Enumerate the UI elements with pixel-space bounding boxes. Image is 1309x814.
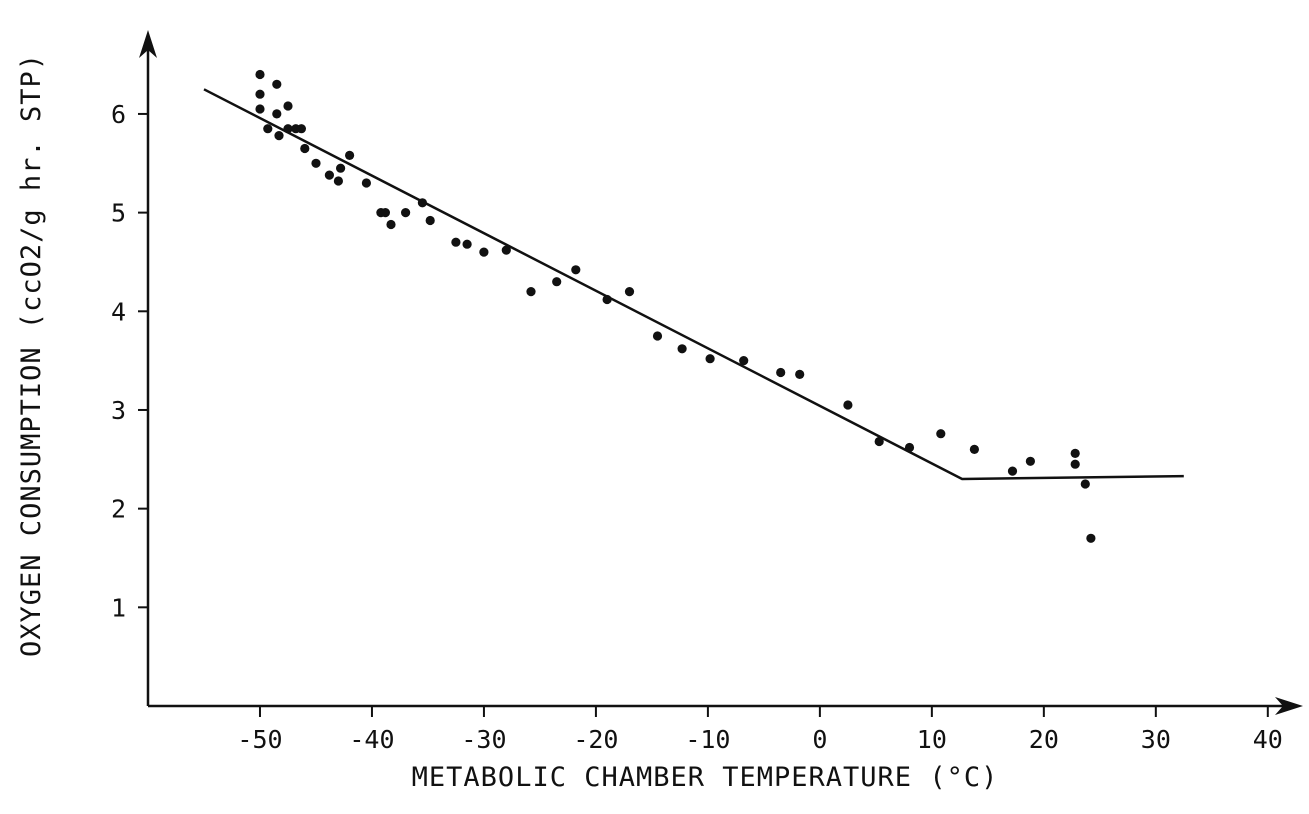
- data-point: [552, 277, 562, 287]
- data-point: [386, 219, 396, 230]
- data-points: [255, 69, 1096, 543]
- data-point: [255, 89, 265, 99]
- data-point: [677, 344, 687, 354]
- x-axis: [148, 697, 1303, 715]
- data-point: [425, 215, 435, 226]
- x-tick-label: -20: [573, 725, 618, 754]
- data-point: [336, 163, 346, 173]
- data-point: [1025, 456, 1035, 466]
- data-point: [936, 429, 946, 439]
- data-point: [705, 354, 715, 364]
- y-tick-label: 5: [111, 199, 126, 228]
- x-axis-arrowhead: [1275, 697, 1303, 715]
- x-tick-label: -40: [349, 725, 394, 754]
- data-point: [324, 170, 334, 180]
- y-axis-arrowhead: [139, 30, 157, 58]
- data-point: [462, 239, 472, 249]
- data-point: [479, 247, 489, 257]
- data-point: [283, 124, 293, 134]
- data-point: [255, 104, 265, 114]
- data-point: [501, 245, 511, 255]
- y-ticks: 1 2 3 4 5 6: [111, 100, 148, 622]
- x-tick-label: 40: [1253, 725, 1283, 754]
- x-ticks: -50 -40 -30 -20 -10 0 10 20 30 40: [237, 706, 1283, 754]
- data-point: [333, 176, 343, 186]
- data-point: [300, 143, 310, 154]
- data-point: [526, 287, 536, 297]
- data-point: [795, 369, 805, 379]
- data-point: [571, 265, 581, 275]
- data-point: [361, 178, 371, 188]
- data-point: [1070, 448, 1080, 458]
- data-point: [451, 237, 461, 247]
- data-point: [624, 287, 635, 297]
- data-point: [969, 444, 980, 454]
- y-tick-label: 3: [111, 396, 126, 425]
- data-point: [602, 294, 612, 305]
- data-point: [1086, 533, 1096, 543]
- data-point: [843, 400, 853, 410]
- data-point: [274, 131, 284, 141]
- data-point: [417, 198, 427, 208]
- y-axis: [139, 30, 157, 706]
- y-axis-title: OXYGEN CONSUMPTION (ccO2/g hr. STP): [16, 53, 47, 657]
- y-tick-label: 2: [111, 495, 126, 524]
- data-point: [904, 442, 915, 453]
- x-tick-label: -50: [237, 725, 282, 754]
- data-point: [380, 208, 390, 218]
- data-point: [272, 109, 282, 119]
- x-tick-label: 30: [1141, 725, 1171, 754]
- fit-line-layer: [203, 88, 1184, 481]
- data-point: [283, 101, 293, 111]
- data-point: [401, 208, 411, 218]
- data-point: [874, 436, 884, 447]
- data-point: [311, 158, 321, 168]
- data-point: [263, 124, 273, 134]
- data-point: [739, 356, 749, 366]
- fit-line: [203, 88, 1184, 481]
- data-point: [1080, 479, 1090, 489]
- x-axis-title: METABOLIC CHAMBER TEMPERATURE (°C): [412, 762, 999, 793]
- y-tick-label: 4: [111, 297, 126, 326]
- x-tick-label: 10: [917, 725, 947, 754]
- data-point: [255, 69, 265, 80]
- data-point: [1070, 459, 1080, 469]
- x-tick-label: 20: [1029, 725, 1059, 754]
- y-tick-label: 6: [111, 100, 126, 129]
- data-point: [1007, 466, 1018, 476]
- x-tick-label: -10: [685, 725, 730, 754]
- x-tick-label: -30: [461, 725, 506, 754]
- y-tick-label: 1: [111, 593, 126, 622]
- data-point: [776, 367, 786, 378]
- data-point: [272, 79, 282, 89]
- x-tick-label: 0: [812, 725, 827, 754]
- data-point: [345, 150, 355, 160]
- data-point: [296, 124, 306, 134]
- data-point: [652, 331, 663, 341]
